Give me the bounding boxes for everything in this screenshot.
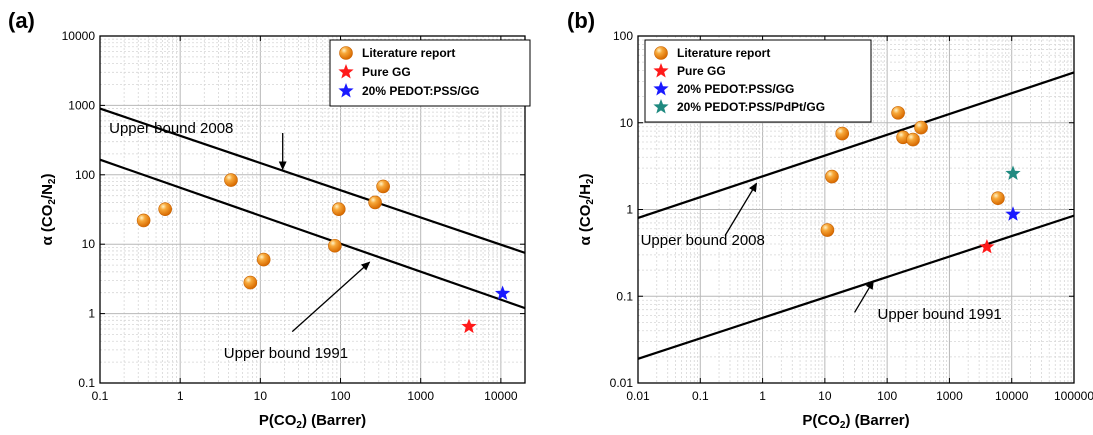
data-point-literature [825,169,839,184]
x-tick-label: 0.01 [626,389,650,403]
data-point-star [1005,206,1021,221]
panel-label: (b) [567,8,595,33]
legend: Literature report Pure GG 20% PEDOT:PSS/GG… [644,39,872,123]
x-tick-label: 10 [254,389,268,403]
annotation-label: Upper bound 1991 [877,306,1001,323]
legend-label: 20% PEDOT:PSS/GG [362,84,479,98]
data-point-star [495,285,511,300]
x-tick-label: 1000 [407,389,434,403]
x-tick-label: 100 [331,389,351,403]
upper-bound-line [638,71,1074,219]
legend-marker [339,46,353,60]
data-point-star [461,318,477,334]
upper-bound-line [100,107,525,254]
data-point-star [979,239,995,254]
legend-marker [653,63,669,78]
legend-marker [654,46,668,60]
data-point-literature [158,202,172,216]
data-point-literature [991,191,1005,205]
y-tick-label: 1 [626,203,633,217]
y-tick-label: 1 [88,307,95,321]
annotation-arrow [291,261,371,333]
x-tick-label: 1 [759,389,766,403]
plot-frame [99,35,526,384]
x-tick-label: 0.1 [92,389,109,403]
legend-label: Literature report [362,46,455,60]
x-axis-title: P(CO2​) (Barrer) [802,412,909,431]
legend-marker [338,64,354,79]
annotation-arrow [724,182,758,236]
data-point-literature [331,202,346,216]
x-tick-label: 1 [177,389,184,403]
x-axis-title: P(CO2​) (Barrer) [259,412,366,431]
x-tick-label: 10000 [484,389,518,403]
x-tick-label: 100000 [1054,389,1093,403]
annotation-label: Upper bound 2008 [109,120,233,137]
annotation-arrow [854,280,874,313]
data-point-literature [256,252,271,267]
y-tick-label: 0.1 [616,289,633,303]
data-point-literature [243,275,258,290]
upper-bound-line [638,214,1074,360]
data-point-literature [224,173,238,187]
data-point-literature [891,106,905,120]
legend-marker [653,81,669,96]
x-tick-label: 1000 [936,389,963,403]
data-point-literature [820,223,835,237]
legend: Literature report Pure GG 20% PEDOT:PSS/GG [329,39,531,107]
legend-label: Pure GG [677,64,726,78]
data-point-literature [368,195,382,210]
data-point-literature [376,179,390,194]
y-tick-label: 100 [75,168,95,182]
chart-panel-a: (a) 0.1 1 10 100 1000 10000 0.1 1 10 100 1000 10000 P… [8,8,531,431]
data-point-star [1005,165,1021,180]
chart-panel-b: (b) 0.01 0.1 1 10 100 1000 10000 100000 0.01 0.1 1 1… [567,8,1093,431]
x-tick-label: 10000 [995,389,1029,403]
y-tick-label: 10 [620,116,634,130]
x-tick-label: 100 [877,389,897,403]
y-tick-label: 100 [613,29,633,43]
y-axis-title: α (CO2​/N2​) [39,173,58,245]
y-axis-title: α (CO2​/H2​) [577,173,596,245]
data-point-literature [328,238,342,253]
annotation-label: Upper bound 1991 [224,345,348,362]
legend-marker [338,83,354,98]
legend-label: Pure GG [362,65,411,79]
y-tick-label: 1000 [68,98,95,112]
y-tick-label: 0.1 [78,376,95,390]
data-point-literature [906,132,920,147]
legend-box [329,39,531,107]
data-point-literature [914,120,928,135]
y-tick-label: 10 [82,237,96,251]
y-tick-label: 10000 [62,29,96,43]
legend-label: 20% PEDOT:PSS/GG [677,82,794,96]
legend-label: Literature report [677,46,770,60]
upper-bound-line [100,158,525,310]
x-tick-label: 0.1 [692,389,709,403]
panel-label: (a) [8,8,35,33]
y-tick-label: 0.01 [610,376,634,390]
x-tick-label: 10 [818,389,832,403]
legend-box [644,39,872,123]
legend-label: 20% PEDOT:PSS/PdPt/GG [677,100,825,114]
data-point-literature [835,126,850,141]
legend-marker [653,99,669,114]
data-point-literature [136,213,151,228]
annotation-label: Upper bound 2008 [641,232,765,249]
